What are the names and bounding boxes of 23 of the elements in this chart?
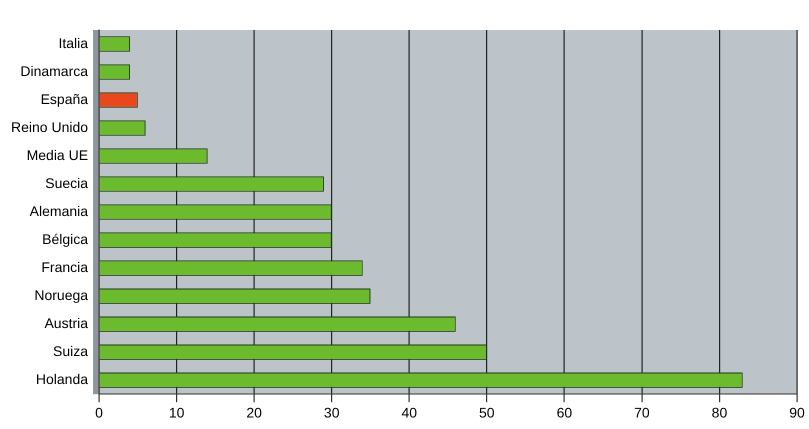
y-tick-label: Suiza (53, 343, 88, 360)
y-tick-label: Media UE (26, 146, 88, 163)
y-tick-label: Alemania (30, 202, 88, 219)
x-tick-label: 20 (246, 404, 262, 420)
x-tick-label: 80 (712, 404, 728, 420)
y-tick-label: España (40, 90, 88, 107)
x-tick-label: 30 (324, 404, 340, 420)
y-tick-label: Italia (58, 34, 88, 51)
y-tick-label: Dinamarca (20, 62, 88, 79)
x-tick-label: 0 (95, 404, 104, 420)
y-tick-label: Austria (44, 315, 88, 332)
x-tick-label: 10 (168, 404, 185, 420)
x-tick-label: 50 (479, 404, 495, 420)
x-tick-label: 90 (789, 404, 805, 420)
x-tick-label: 60 (556, 404, 572, 420)
y-tick-label: Francia (41, 258, 88, 275)
y-tick-label: Noruega (34, 287, 88, 304)
y-tick-label: Suecia (45, 174, 88, 191)
y-tick-label: Reino Unido (10, 118, 88, 135)
x-tick-label: 70 (634, 404, 650, 420)
y-tick-label: Bélgica (42, 230, 88, 247)
y-tick-label: Holanda (36, 371, 88, 388)
x-tick-label: 40 (401, 404, 418, 420)
